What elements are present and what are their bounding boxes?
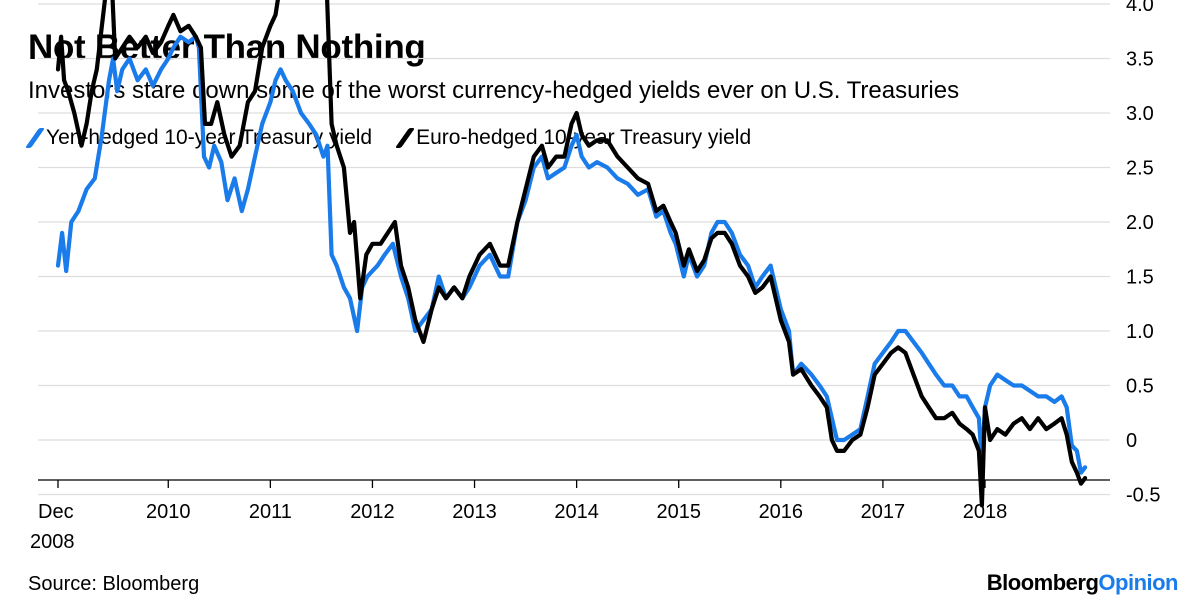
x-tick-labels: Dec 2008 2010 2011 2012 2013 2014 2015 2016 2017 2…	[30, 501, 1007, 553]
legend-item-yen: Yen-hedged 10-year Treasury yield	[24, 126, 373, 150]
legend-label-yen: Yen-hedged 10-year Treasury yield	[46, 126, 373, 149]
y-tick-label: 3.5	[1126, 49, 1154, 71]
y-tick-label: 3.0	[1126, 103, 1154, 125]
x-tick-label: 2012	[350, 501, 395, 523]
y-tick-label: 0	[1126, 430, 1137, 452]
x-tick-label: 2014	[554, 501, 599, 523]
y-tick-labels: 4.5%4.03.53.02.52.01.51.00.50-0.5	[1126, 0, 1160, 507]
y-tick-label: 4.0	[1126, 0, 1154, 16]
y-tick-label: 2.0	[1126, 212, 1154, 234]
axis-layer	[38, 479, 1110, 488]
brand-logo: BloombergOpinion	[986, 570, 1179, 596]
y-tick-label: -0.5	[1126, 485, 1160, 507]
x-tick-label: 2011	[249, 501, 292, 523]
y-tick-label: 2.5	[1126, 158, 1154, 180]
x-tick-label: 2016	[759, 501, 804, 523]
x-tick-label: 2018	[963, 501, 1008, 523]
brand-accent: Opinion	[1098, 570, 1178, 595]
series-layer	[55, 0, 1088, 508]
y-tick-label: 1.0	[1126, 321, 1154, 343]
series-line-euro	[55, 0, 1088, 508]
grid-layer	[38, 3, 1110, 496]
y-tick-label: 1.5	[1126, 267, 1154, 289]
x-tick-label: 2017	[861, 501, 906, 523]
y-tick-label: 0.5	[1126, 376, 1154, 398]
x-tick-label: Dec	[38, 501, 74, 523]
chart-title: Not Better Than Nothing	[28, 28, 426, 67]
x-tick-label: 2008	[30, 531, 75, 553]
series-line-yen	[55, 34, 1088, 475]
x-tick-label: 2013	[452, 501, 497, 523]
x-tick-label: 2015	[656, 501, 701, 523]
source-note: Source: Bloomberg	[28, 573, 200, 595]
chart-subtitle: Investors stare down some of the worst c…	[28, 77, 960, 104]
x-tick-label: 2010	[146, 501, 191, 523]
brand-main: Bloomberg	[986, 570, 1099, 595]
